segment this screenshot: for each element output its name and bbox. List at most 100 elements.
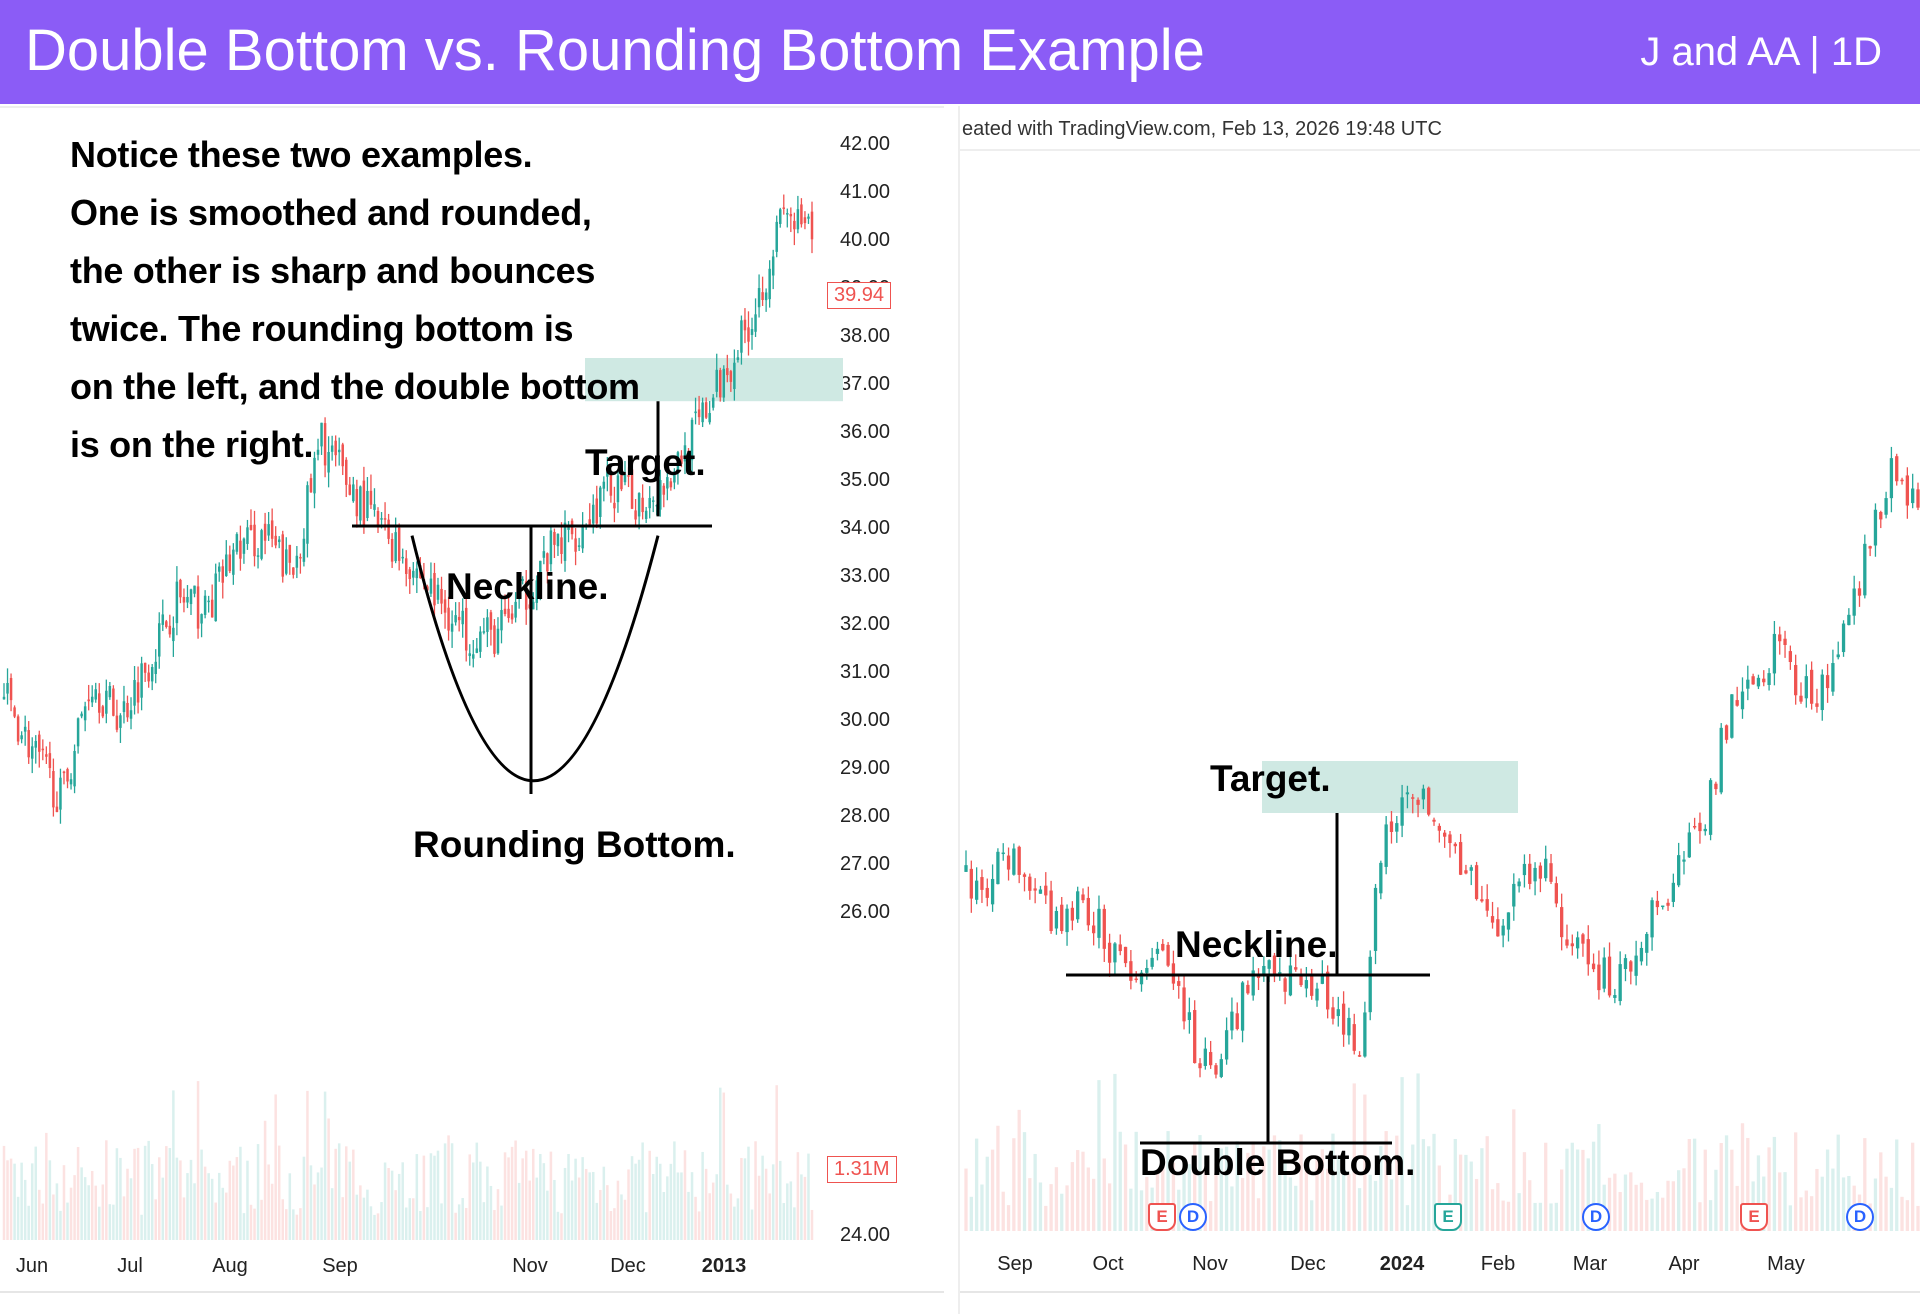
volume-bar [1863, 1138, 1867, 1231]
candle [1623, 954, 1628, 982]
candle [521, 576, 524, 585]
candle [1762, 670, 1766, 687]
earnings-icon[interactable]: E [1434, 1203, 1462, 1231]
candle [620, 467, 623, 492]
volume-bar [1272, 1135, 1277, 1231]
candle [387, 513, 390, 545]
volume-bar [1714, 1169, 1718, 1231]
candle [397, 523, 401, 571]
candle-body [1256, 976, 1261, 978]
volume-bar [376, 1213, 380, 1240]
candle [1193, 1000, 1197, 1064]
volume-bar [203, 1166, 207, 1240]
candle [1235, 1002, 1239, 1031]
candle [87, 684, 90, 711]
volume-bar [807, 1153, 810, 1240]
volume-bar [249, 1204, 253, 1240]
volume-bar [1033, 1153, 1037, 1231]
candle-body [563, 522, 567, 561]
dividend-icon[interactable]: D [1582, 1203, 1610, 1231]
volume-bar [270, 1183, 274, 1240]
left-candlestick-chart[interactable]: 42.0041.0040.0039.0038.0037.0036.0035.00… [0, 106, 944, 1294]
candle [1464, 864, 1468, 875]
candle-body [207, 600, 210, 603]
earnings-icon[interactable]: E [1148, 1203, 1176, 1231]
volume-bar [789, 1181, 793, 1240]
volume-bar [267, 1164, 270, 1240]
candle [637, 492, 641, 530]
candle-body [337, 449, 341, 453]
volume-bar [217, 1172, 221, 1240]
volume-bar [464, 1207, 468, 1240]
volume-bar [1783, 1172, 1787, 1231]
earnings-icon[interactable]: E [1740, 1203, 1768, 1231]
candle [722, 365, 726, 402]
candle-body [260, 530, 263, 559]
candle [690, 417, 694, 475]
volume-bar [662, 1192, 666, 1240]
candle [1634, 940, 1638, 986]
y-tick-label: 36.00 [840, 421, 890, 443]
volume-bar [90, 1170, 94, 1240]
candle-body [1049, 890, 1053, 932]
volume-bar [729, 1193, 733, 1240]
candle [1506, 912, 1511, 942]
volume-bar [591, 1171, 595, 1240]
dividend-icon[interactable]: D [1846, 1203, 1874, 1231]
candle-body [429, 578, 433, 594]
candle-body [352, 484, 355, 502]
candle [292, 567, 295, 579]
volume-bar [803, 1176, 807, 1240]
candle [796, 195, 800, 234]
candle-body [440, 588, 443, 604]
candle [1783, 630, 1787, 658]
candle-body [659, 480, 662, 510]
candle [1357, 1051, 1362, 1057]
candle [105, 679, 108, 724]
volume-bar [708, 1193, 711, 1240]
candle [1421, 784, 1426, 810]
y-tick-label: 27.00 [840, 853, 890, 875]
candle [1900, 477, 1904, 485]
volume-bar [1363, 1094, 1367, 1231]
candle-body [1028, 876, 1032, 891]
candle-body [1863, 543, 1867, 596]
candle-body [62, 771, 66, 774]
candle-body [591, 504, 595, 524]
candle-body [210, 599, 214, 618]
candle-body [1097, 908, 1101, 938]
candle-body [1496, 919, 1500, 937]
volume-bar [55, 1183, 59, 1240]
candle [507, 597, 510, 623]
candle-body [1341, 1003, 1346, 1035]
candle [433, 562, 436, 621]
dividend-icon[interactable]: D [1179, 1203, 1207, 1231]
candle [1820, 669, 1824, 721]
volume-bar [570, 1180, 574, 1240]
candle-body [288, 544, 292, 563]
volume-bar [133, 1148, 136, 1240]
candle-body [196, 586, 200, 629]
volume-bar [1177, 1189, 1181, 1231]
volume-bar [295, 1214, 299, 1240]
volume-bar [330, 1188, 334, 1240]
candle [1368, 950, 1372, 1021]
volume-bar [1522, 1152, 1527, 1231]
candle [736, 349, 740, 363]
candle [1001, 843, 1005, 861]
volume-bar [1389, 1179, 1394, 1231]
volume-bar [669, 1163, 673, 1240]
candle-body [637, 493, 641, 517]
volume-bar [1586, 1158, 1590, 1231]
right-candlestick-chart[interactable]: Sep Oct Nov Dec 2024 Feb Mar Apr May [960, 106, 1920, 1314]
candle-body [567, 526, 570, 530]
candle-body [34, 740, 38, 748]
candle [1363, 1001, 1367, 1058]
candle-body [387, 519, 390, 539]
volume-bar [260, 1199, 263, 1240]
volume-bar [281, 1199, 284, 1240]
candle [1794, 654, 1798, 705]
candle [609, 470, 613, 503]
candle [80, 711, 83, 719]
volume-bar [1847, 1176, 1851, 1231]
